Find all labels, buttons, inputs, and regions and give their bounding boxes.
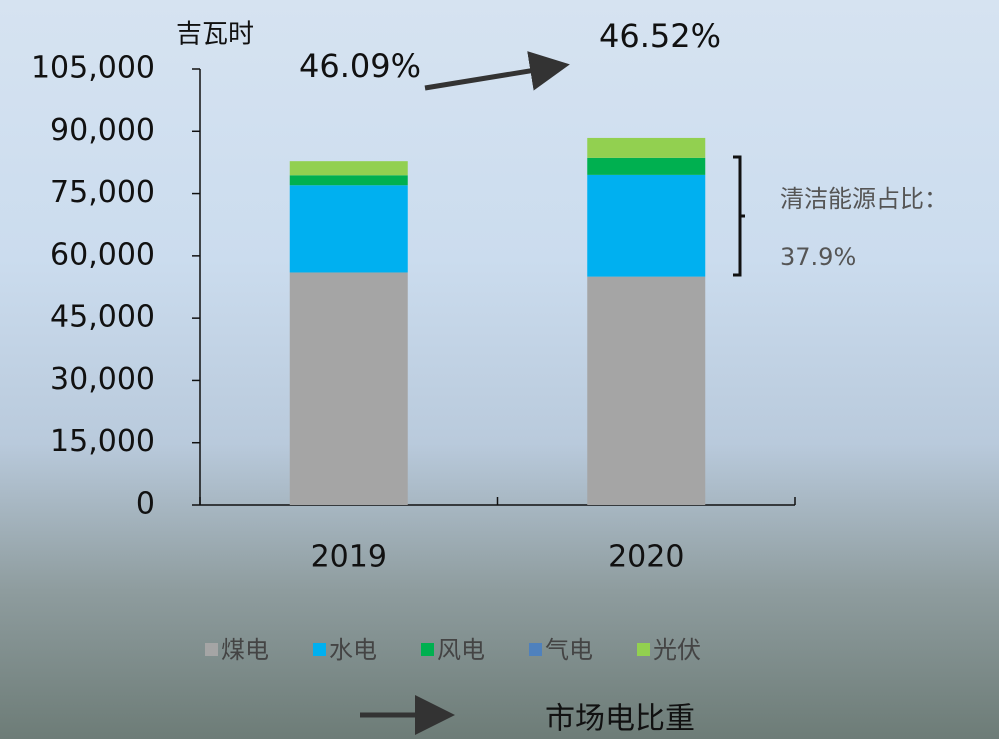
bar-segment: [587, 276, 706, 505]
annotation: 清洁能源占比：: [780, 185, 948, 213]
y-tick-label: 90,000: [50, 113, 155, 148]
bar-segment: [289, 185, 408, 273]
y-axis-label: 吉瓦时: [176, 20, 254, 50]
bar-segment: [587, 157, 706, 175]
legend-label: 光伏: [653, 636, 701, 664]
arrow: [424, 51, 570, 91]
annotation: 市场电比重: [545, 702, 695, 737]
bar-segment: [289, 272, 408, 505]
annotation: 37.9%: [780, 243, 856, 271]
y-tick-label: 15,000: [50, 424, 155, 459]
y-tick-label: 0: [136, 487, 155, 522]
bar-segment: [289, 175, 408, 186]
legend-label: 煤电: [221, 636, 269, 664]
y-tick-label: 45,000: [50, 300, 155, 335]
legend-swatch: [421, 643, 434, 656]
y-tick-label: 105,000: [31, 51, 155, 86]
legend-swatch: [313, 643, 326, 656]
annotation: 46.52%: [599, 17, 721, 55]
bar-segment: [289, 161, 408, 176]
legend-swatch: [205, 643, 218, 656]
y-tick-label: 75,000: [50, 175, 155, 210]
x-tick-label: 2020: [608, 540, 684, 575]
x-tick-label: 2019: [311, 540, 387, 575]
y-tick-label: 30,000: [50, 362, 155, 397]
legend-swatch: [637, 643, 650, 656]
bracket: [733, 155, 745, 277]
bar-segment: [587, 137, 706, 158]
annotation: 46.09%: [299, 47, 421, 85]
bar-segment: [587, 174, 706, 277]
legend-label: 气电: [545, 636, 593, 664]
y-tick-label: 60,000: [50, 237, 155, 272]
legend-label: 水电: [329, 636, 377, 664]
legend-swatch: [529, 643, 542, 656]
legend-label: 风电: [437, 636, 485, 664]
